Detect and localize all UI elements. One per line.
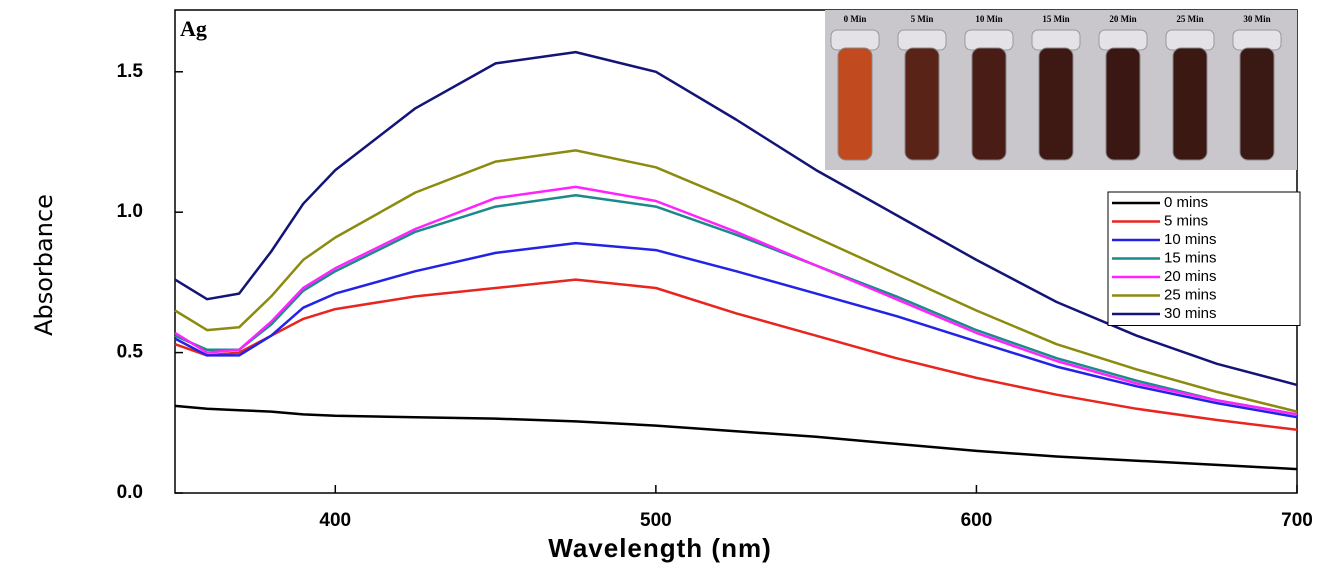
spectrum-line [174, 241, 1298, 419]
inset-label: 25 Min [1176, 14, 1203, 24]
tube [904, 47, 940, 161]
inset-label: 0 Min [844, 14, 867, 24]
y-tick-label: 1.5 [117, 61, 144, 82]
x-tick-label: 700 [1281, 510, 1313, 531]
x-axis-label: Wavelength (nm) [548, 533, 771, 563]
inset-label: 5 Min [911, 14, 934, 24]
x-tick-label: 600 [961, 510, 993, 531]
legend-label: 20 mins [1164, 268, 1217, 285]
inset-label: 20 Min [1109, 14, 1136, 24]
tube [1239, 47, 1275, 161]
inset-photo: 0 Min 5 Min 10 Min 15 Min 20 Min 25 Min 30 Min [825, 10, 1297, 170]
legend-label: 30 mins [1164, 305, 1217, 322]
inset-label: 30 Min [1243, 14, 1270, 24]
tube [971, 47, 1007, 161]
tube-cap [1165, 29, 1215, 51]
spectrum-line [174, 404, 1298, 471]
legend-label: 0 mins [1164, 194, 1208, 211]
y-tick-label: 1.0 [117, 201, 143, 222]
tube-cap [1031, 29, 1081, 51]
annotation: Ag [180, 16, 207, 41]
spectrum-line [174, 185, 1298, 416]
tube-cap [964, 29, 1014, 51]
tube-cap [1098, 29, 1148, 51]
tube-cap [1232, 29, 1282, 51]
y-axis-label: Absorbance [30, 194, 58, 336]
legend-label: 15 mins [1164, 249, 1217, 266]
y-tick-label: 0.5 [117, 342, 144, 363]
spectrum-line [174, 149, 1298, 413]
tube-cap [897, 29, 947, 51]
tube [1172, 47, 1208, 161]
legend-label: 5 mins [1164, 212, 1208, 229]
inset-label: 15 Min [1042, 14, 1069, 24]
x-tick-label: 500 [640, 510, 672, 531]
tube [1038, 47, 1074, 161]
spectrum-line [174, 194, 1298, 416]
tube [837, 47, 873, 161]
tube [1105, 47, 1141, 161]
x-tick-label: 400 [319, 510, 351, 531]
legend-label: 25 mins [1164, 286, 1217, 303]
spectrum-line [174, 50, 1298, 387]
inset-label: 10 Min [975, 14, 1002, 24]
y-tick-label: 0.0 [117, 482, 143, 503]
tube-cap [830, 29, 880, 51]
legend-label: 10 mins [1164, 231, 1217, 248]
